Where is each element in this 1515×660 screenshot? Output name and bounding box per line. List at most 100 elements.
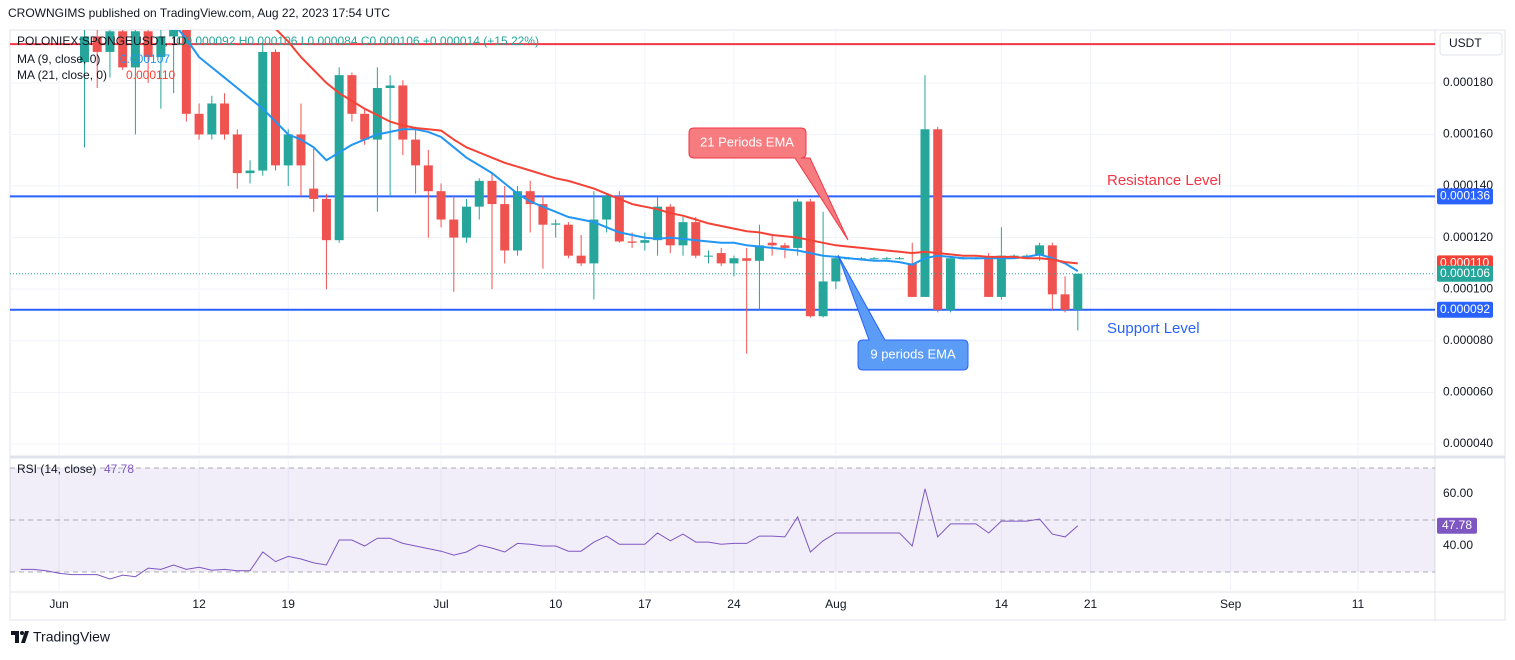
price-tag [1437,265,1493,282]
rsi-line [20,488,1079,580]
candle-body [665,206,675,246]
x-tick-label: 11 [1352,597,1365,611]
callout-text: 9 periods EMA [870,346,956,361]
candle-body [423,165,433,192]
candle-body [831,258,841,282]
candle-body [220,103,230,135]
candle-body [691,222,701,256]
candle-body [576,255,586,264]
candle-body [462,206,472,238]
logo-dot [20,631,24,635]
price-tag-label: 0.000106 [1440,266,1490,280]
candle-body [627,241,637,243]
candle-body [296,134,306,166]
resistance-label: Resistance Level [1107,172,1221,189]
candle-body [525,191,535,205]
candle-body [334,75,344,241]
candle-body [449,219,459,238]
candle-body [1035,245,1045,256]
candle-body [907,263,917,297]
candle-body [207,103,217,135]
candle-body [500,204,510,251]
candle-body [398,85,408,140]
x-tick-label: 10 [549,597,563,611]
legend-ma9-value: 0.000107 [120,52,170,66]
candle-body [984,258,994,297]
x-tick-label: 19 [282,597,296,611]
brand: TradingView [33,629,111,645]
candle-body [1060,294,1070,310]
callout-box [837,254,969,371]
candle-body [194,113,204,135]
publisher: CROWNGIMS published on TradingView.com, … [8,6,390,20]
x-tick-label: 12 [192,597,206,611]
candle-body [780,245,790,248]
ma-line [177,30,1079,272]
candle-body [716,253,726,264]
candle-body [105,31,115,52]
y-tick-label: 0.000080 [1443,333,1493,347]
candle-body [818,281,828,317]
candle-body [181,30,191,114]
price-tag-label: 47.78 [1442,518,1472,532]
candle-body [309,188,319,199]
candle-body [79,36,89,63]
candle-body [321,198,331,241]
candle-body [653,206,663,241]
y-tick-label: 0.000160 [1443,127,1493,141]
rsi-pane [10,467,1435,580]
logo-mark [11,631,29,643]
y-tick-label: 0.000060 [1443,385,1493,399]
price-tag-label: 0.000092 [1440,302,1490,316]
x-tick-label: 24 [727,597,741,611]
annotation-21: 21 Periods EMA [688,127,849,241]
candle-body [512,191,522,251]
x-tick-label: Jul [433,597,448,611]
candle-body [347,75,357,114]
tv-logo [11,631,29,643]
y-tick-label: 0.000040 [1443,436,1493,450]
currency-box[interactable] [1439,32,1503,56]
currency[interactable]: USDT [1449,36,1482,50]
candle-body [793,201,803,248]
candle-body [996,255,1006,297]
rsi-legend: RSI (14, close) [17,462,96,476]
candle-body [360,113,370,140]
candle-body [614,196,624,242]
ma-line [275,30,1078,265]
candle-body [551,223,561,225]
candle-body [729,258,739,264]
candle-body [474,180,484,207]
legend-ma21: MA (21, close, 0) [17,68,107,82]
x-tick-label: Jun [49,597,68,611]
candle-body [945,258,955,310]
candle-body [245,170,255,174]
candle-body [169,30,179,37]
candle-body [118,31,128,68]
candle-body [563,224,573,256]
candle-body [283,134,293,166]
candle-body [92,36,102,52]
candle-body [143,31,153,58]
rsi-tick-label: 60.00 [1443,486,1473,500]
candle-body [933,129,943,310]
candle-body [538,204,548,225]
candle-body [602,196,612,220]
candle-body [882,258,892,260]
rsi-tick-label: 40.00 [1443,538,1473,552]
candle-body [1073,273,1083,310]
candle-body [703,255,713,257]
candle-body [678,222,688,246]
candle-body [767,242,777,246]
legend-ma9: MA (9, close, 0) [17,52,100,66]
x-tick-label: 17 [638,597,652,611]
candle-body [232,134,242,174]
candle-body [754,245,764,261]
x-tick-label: Sep [1220,597,1242,611]
price-tag [1437,301,1493,318]
x-tick-label: 14 [995,597,1009,611]
legend-ma21-value: 0.000110 [126,68,175,82]
x-tick-label: Aug [825,597,846,611]
annotation-9: 9 periods EMA [837,254,969,371]
